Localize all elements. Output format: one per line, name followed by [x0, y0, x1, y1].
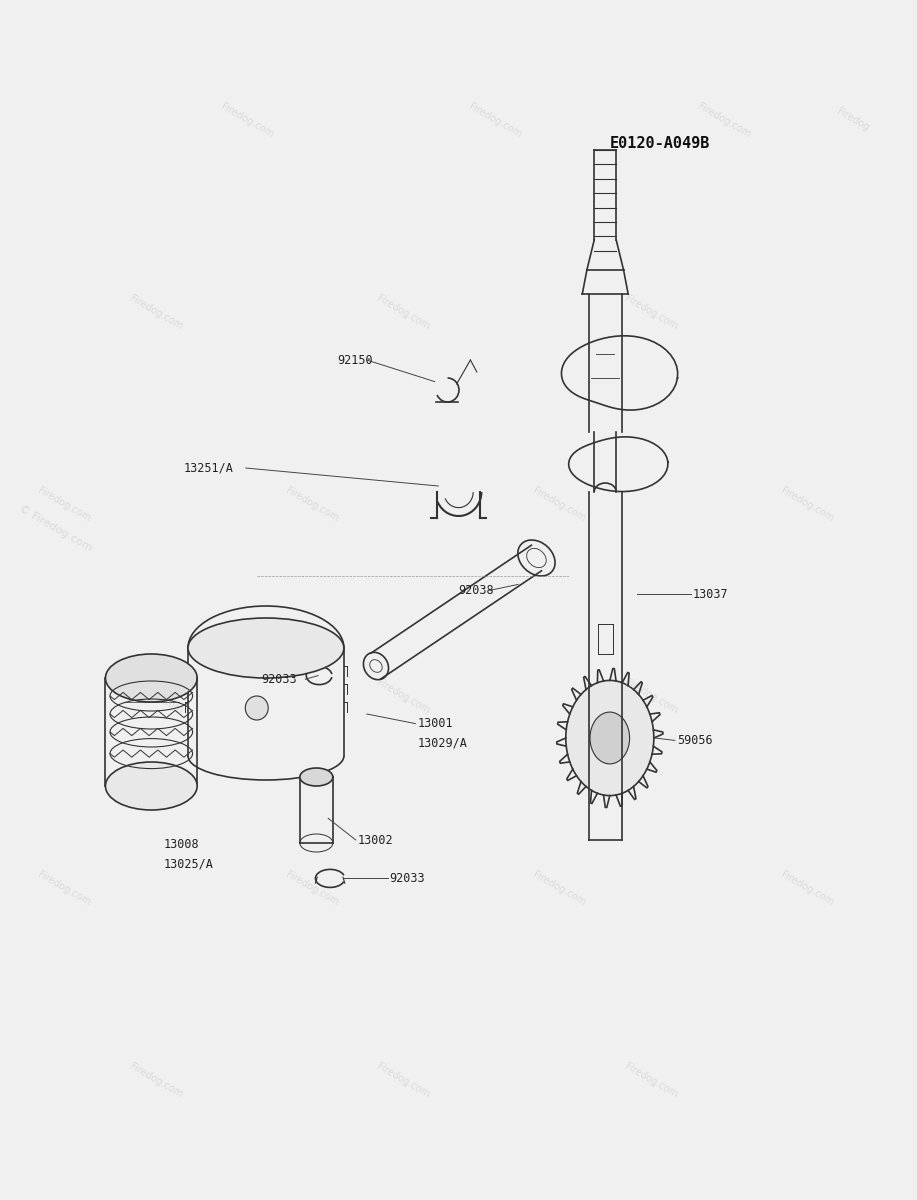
Text: 92150: 92150 — [337, 354, 373, 366]
Text: Firedog.com: Firedog.com — [219, 101, 276, 139]
Text: Firedog.com: Firedog.com — [779, 485, 835, 523]
Text: Firedog.com: Firedog.com — [375, 293, 432, 331]
Text: Firedog.com: Firedog.com — [283, 485, 340, 523]
Text: Firedog.com: Firedog.com — [375, 677, 432, 715]
Text: Firedog.com: Firedog.com — [531, 485, 588, 523]
Text: E0120-A049B: E0120-A049B — [610, 137, 711, 151]
Text: Firedog.com: Firedog.com — [623, 1061, 679, 1099]
Text: Firedog.com: Firedog.com — [36, 869, 93, 907]
Ellipse shape — [300, 768, 333, 786]
Ellipse shape — [245, 696, 268, 720]
Text: 13001: 13001 — [417, 718, 453, 730]
Text: Firedog.com: Firedog.com — [127, 1061, 184, 1099]
Text: Firedog.com: Firedog.com — [375, 1061, 432, 1099]
Text: Firedog.com: Firedog.com — [531, 869, 588, 907]
Circle shape — [590, 712, 630, 764]
Text: 59056: 59056 — [677, 734, 713, 746]
Text: Firedog.com: Firedog.com — [623, 677, 679, 715]
Text: Firedog.com: Firedog.com — [283, 869, 340, 907]
Circle shape — [566, 680, 654, 796]
Text: 13025/A: 13025/A — [163, 858, 213, 870]
Text: Firedog.com: Firedog.com — [467, 101, 524, 139]
Ellipse shape — [188, 618, 344, 678]
Text: Firedog.com: Firedog.com — [696, 101, 753, 139]
Text: Firedog: Firedog — [835, 107, 870, 133]
Text: 13251/A: 13251/A — [183, 462, 233, 474]
Text: 92038: 92038 — [458, 584, 494, 596]
Text: 92033: 92033 — [390, 872, 425, 884]
Text: 13002: 13002 — [358, 834, 393, 846]
Text: Firedog.com: Firedog.com — [623, 293, 679, 331]
Text: 92033: 92033 — [261, 673, 297, 685]
Text: 13037: 13037 — [692, 588, 728, 600]
Text: Firedog.com: Firedog.com — [127, 677, 184, 715]
Ellipse shape — [105, 654, 197, 702]
Text: Firedog.com: Firedog.com — [36, 485, 93, 523]
Text: © Firedog.com: © Firedog.com — [17, 503, 94, 553]
Text: Firedog.com: Firedog.com — [127, 293, 184, 331]
Text: 13008: 13008 — [163, 839, 199, 851]
Ellipse shape — [105, 762, 197, 810]
Text: 13029/A: 13029/A — [417, 737, 467, 749]
Text: Firedog.com: Firedog.com — [779, 869, 835, 907]
